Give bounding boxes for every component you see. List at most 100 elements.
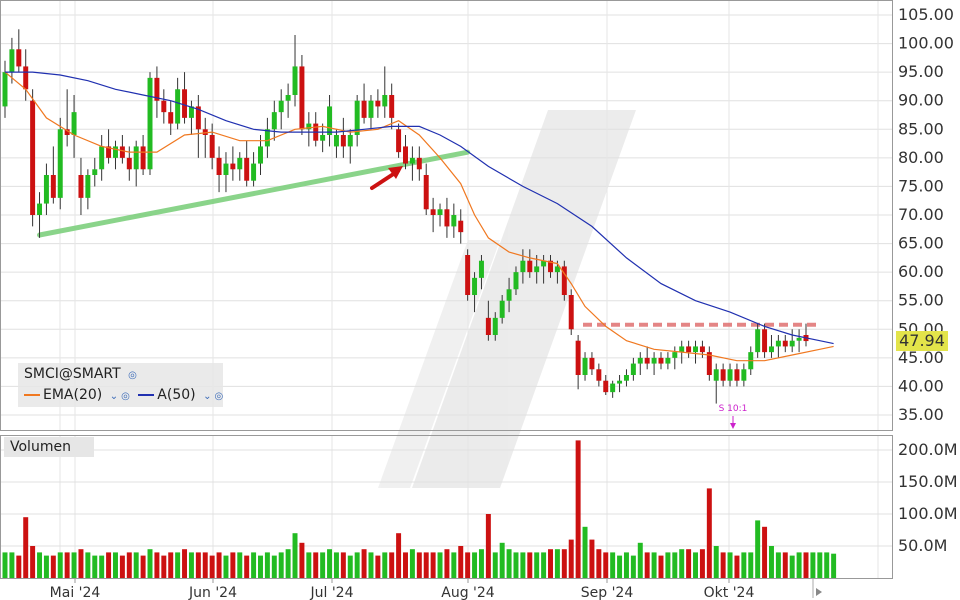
settings-icon[interactable]: ◎ xyxy=(128,370,137,381)
sma-settings-icon[interactable]: ◎ xyxy=(214,391,224,402)
candle-body xyxy=(161,100,167,113)
candle xyxy=(333,129,339,158)
price-tick-label: 100.00 xyxy=(898,34,954,53)
scroll-right-icon[interactable] xyxy=(812,579,822,598)
candle xyxy=(285,83,291,118)
candle-body xyxy=(727,369,733,381)
candle xyxy=(665,352,671,370)
ema-dropdown-icon[interactable]: ⌄ xyxy=(109,391,119,402)
volume-bar xyxy=(789,555,795,578)
volume-bar xyxy=(30,546,36,578)
candle-body xyxy=(16,49,22,67)
candle xyxy=(2,60,8,118)
candle xyxy=(478,255,484,290)
ema-settings-icon[interactable]: ◎ xyxy=(121,391,130,402)
volume-bar xyxy=(202,552,208,578)
sma-dropdown-icon[interactable]: ⌄ xyxy=(203,391,212,402)
candle xyxy=(396,123,402,158)
volume-bar xyxy=(271,555,277,578)
candle xyxy=(727,363,733,387)
volume-bar xyxy=(43,555,49,578)
candle-body xyxy=(423,175,429,210)
volume-bar xyxy=(71,552,77,578)
candle xyxy=(92,157,98,187)
volume-bar xyxy=(368,552,374,578)
candle-body xyxy=(389,95,395,118)
candle xyxy=(9,37,15,84)
volume-bar xyxy=(534,552,540,578)
volume-bar xyxy=(430,552,436,578)
date-tick-label: Aug '24 xyxy=(441,585,495,600)
candle xyxy=(630,357,636,381)
candle xyxy=(610,380,616,398)
candle xyxy=(699,340,705,358)
candle-body xyxy=(299,66,305,130)
candle-body xyxy=(644,357,650,364)
candle-body xyxy=(554,266,560,273)
volume-bar xyxy=(258,555,263,578)
candle xyxy=(561,260,567,301)
volume-bar xyxy=(92,555,98,578)
trendline xyxy=(37,149,471,238)
candle xyxy=(292,35,298,107)
price-tick-label: 105.00 xyxy=(898,5,954,24)
volume-bar xyxy=(133,552,139,578)
legend-symbol: SMCI@SMART ◎ xyxy=(24,366,137,382)
candle xyxy=(568,289,574,335)
candle-body xyxy=(789,340,795,347)
volume-bar xyxy=(478,549,484,578)
volume-bar xyxy=(147,549,153,578)
volume-bar xyxy=(796,552,802,578)
candle xyxy=(223,152,229,193)
volume-bar xyxy=(223,555,229,578)
volume-bar xyxy=(492,552,498,578)
candle-body xyxy=(106,146,112,158)
symbol-label: SMCI@SMART xyxy=(24,366,121,382)
candle xyxy=(23,49,29,101)
candle xyxy=(499,295,505,324)
candle xyxy=(112,140,118,170)
volume-bar xyxy=(437,552,443,578)
ema-legend-label: EMA(20) xyxy=(43,387,103,403)
volume-bar xyxy=(209,555,215,578)
candle xyxy=(755,323,761,358)
date-tick-label: Okt '24 xyxy=(704,585,755,600)
sma-swatch xyxy=(138,394,155,396)
price-tick-label: 45.00 xyxy=(898,348,944,367)
date-axis-labels: Mai '24 Jun '24 Jul '24 Aug '24 Sep '24 Okt '… xyxy=(50,578,755,600)
volume-bar xyxy=(16,555,22,578)
candle-body xyxy=(451,215,457,227)
candle-body xyxy=(168,112,174,124)
candle-body xyxy=(534,266,540,273)
candle-body xyxy=(264,129,270,147)
volume-bar xyxy=(327,549,333,578)
candle xyxy=(548,255,553,278)
candle xyxy=(617,375,623,393)
candle-body xyxy=(237,157,243,170)
price-tick-label: 70.00 xyxy=(898,205,944,224)
volume-bar xyxy=(499,542,505,578)
volume-bar xyxy=(810,552,816,578)
volume-bars xyxy=(2,440,837,578)
candle xyxy=(209,123,215,170)
date-tick-label: Jul '24 xyxy=(309,585,353,600)
candle-body xyxy=(693,346,699,353)
candle-body xyxy=(596,369,602,381)
price-tick-label: 65.00 xyxy=(898,234,944,253)
candle-body xyxy=(230,163,236,170)
candle-body xyxy=(658,357,664,364)
candle-body xyxy=(541,260,547,267)
candle xyxy=(57,117,63,210)
candle xyxy=(368,95,374,130)
volume-bar xyxy=(679,549,685,578)
candle xyxy=(775,335,781,358)
candle xyxy=(251,152,257,187)
volume-bar xyxy=(375,555,381,578)
volume-bar xyxy=(831,553,837,578)
volume-panel-title: Volumen xyxy=(4,437,94,457)
candle xyxy=(230,146,236,181)
volume-bar xyxy=(506,549,512,578)
candle-body xyxy=(71,112,77,135)
candle-body xyxy=(112,146,118,158)
candle-body xyxy=(527,260,533,273)
